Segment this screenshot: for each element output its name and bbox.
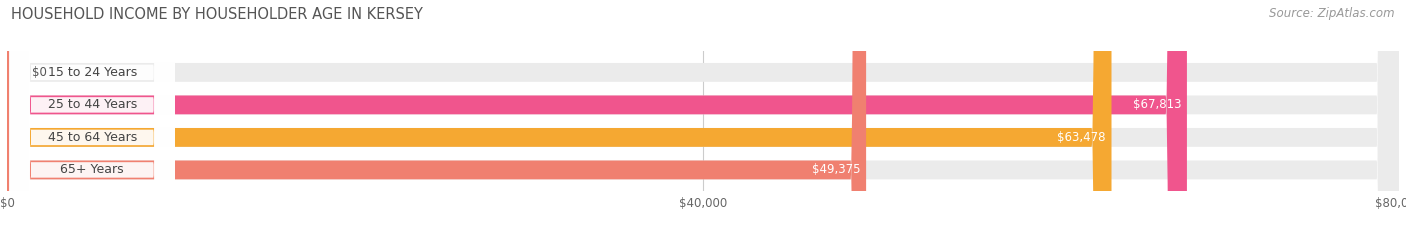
Text: Source: ZipAtlas.com: Source: ZipAtlas.com — [1270, 7, 1395, 20]
Text: $63,478: $63,478 — [1057, 131, 1107, 144]
Text: 45 to 64 Years: 45 to 64 Years — [48, 131, 136, 144]
FancyBboxPatch shape — [7, 0, 866, 233]
FancyBboxPatch shape — [7, 0, 1399, 233]
FancyBboxPatch shape — [7, 0, 1399, 233]
FancyBboxPatch shape — [10, 0, 174, 233]
Text: $49,375: $49,375 — [813, 163, 860, 176]
FancyBboxPatch shape — [7, 0, 1399, 233]
FancyBboxPatch shape — [10, 0, 174, 233]
FancyBboxPatch shape — [10, 0, 174, 233]
Text: 15 to 24 Years: 15 to 24 Years — [48, 66, 136, 79]
FancyBboxPatch shape — [10, 0, 174, 233]
FancyBboxPatch shape — [7, 0, 1399, 233]
Text: 65+ Years: 65+ Years — [60, 163, 124, 176]
FancyBboxPatch shape — [7, 0, 1112, 233]
Text: 25 to 44 Years: 25 to 44 Years — [48, 98, 136, 111]
Text: $0: $0 — [32, 66, 46, 79]
Text: HOUSEHOLD INCOME BY HOUSEHOLDER AGE IN KERSEY: HOUSEHOLD INCOME BY HOUSEHOLDER AGE IN K… — [11, 7, 423, 22]
FancyBboxPatch shape — [7, 0, 1187, 233]
Text: $67,813: $67,813 — [1133, 98, 1181, 111]
